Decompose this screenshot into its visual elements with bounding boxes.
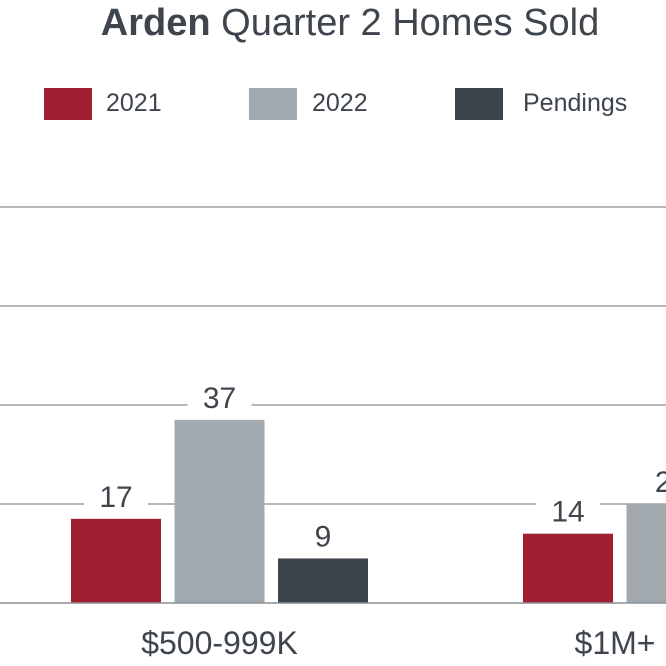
bar-2022-0	[174, 419, 265, 603]
value-label-background	[639, 464, 666, 498]
value-label-background	[536, 493, 600, 528]
category-label-0: $500-999K	[141, 625, 298, 661]
value-label-2022-1: 20	[655, 466, 666, 499]
legend-label-2021: 2021	[106, 89, 162, 117]
bar-pendings-0	[278, 558, 368, 603]
legend-swatch-2021	[44, 88, 92, 120]
value-label-2021-1: 14	[551, 496, 584, 529]
value-label-background	[291, 518, 355, 553]
value-label-2022-0: 37	[203, 382, 236, 415]
value-label-background	[84, 478, 148, 513]
bar-2021-0	[71, 518, 161, 603]
chart-title: Arden Quarter 2 Homes Sold	[0, 2, 666, 45]
value-label-background	[187, 379, 252, 414]
legend-swatch-pendings	[455, 88, 503, 120]
legend-swatch-2022	[249, 88, 297, 120]
chart-title-rest: Quarter 2 Homes Sold	[210, 2, 600, 44]
bar-2021-1	[523, 533, 613, 603]
legend-label-2022: 2022	[312, 89, 368, 117]
category-label-1: $1M+	[575, 625, 656, 661]
value-label-pendings-0: 9	[315, 520, 332, 553]
bar-2022-1	[626, 504, 666, 603]
chart-title-bold: Arden	[100, 2, 211, 44]
value-label-2021-0: 17	[99, 481, 132, 514]
legend-label-pendings: Pendings	[523, 89, 628, 117]
